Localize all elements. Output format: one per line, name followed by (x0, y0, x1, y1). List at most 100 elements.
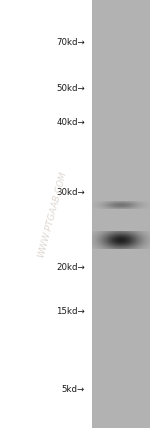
Bar (136, 244, 137, 245)
Bar (122, 208, 123, 209)
Bar (105, 239, 106, 240)
Bar (103, 239, 104, 240)
Bar (140, 246, 141, 247)
Bar (110, 234, 111, 235)
Bar (137, 240, 138, 241)
Bar (115, 201, 116, 202)
Bar (148, 235, 149, 236)
Bar (136, 235, 137, 236)
Bar (132, 236, 133, 237)
Bar (119, 204, 120, 205)
Bar (139, 208, 140, 209)
Bar (106, 204, 107, 205)
Bar (148, 237, 149, 238)
Bar (128, 204, 129, 205)
Bar (92, 234, 93, 235)
Bar (96, 240, 97, 241)
Bar (111, 201, 112, 202)
Bar (119, 246, 120, 247)
Bar (102, 232, 103, 233)
Bar (145, 235, 146, 236)
Bar (138, 240, 139, 241)
Bar (124, 240, 125, 241)
Bar (100, 231, 101, 232)
Bar (118, 241, 119, 242)
Bar (104, 245, 105, 246)
Bar (110, 208, 111, 209)
Bar (101, 207, 102, 208)
Bar (94, 203, 95, 204)
Bar (102, 203, 103, 204)
Bar (110, 239, 111, 240)
Bar (117, 239, 118, 240)
Bar (144, 247, 145, 248)
Bar (96, 235, 97, 236)
Bar (107, 231, 108, 232)
Bar (137, 244, 138, 245)
Bar (98, 244, 99, 245)
Bar (102, 245, 103, 246)
Bar (115, 205, 116, 206)
Bar (105, 248, 106, 249)
Bar (149, 244, 150, 245)
Bar (115, 208, 116, 209)
Bar (122, 238, 123, 239)
Bar (125, 243, 126, 244)
Bar (99, 247, 100, 248)
Bar (126, 243, 127, 244)
Bar (113, 248, 114, 249)
Bar (141, 235, 142, 236)
Bar (121, 241, 122, 242)
Bar (146, 201, 147, 202)
Bar (107, 206, 108, 207)
Bar (120, 208, 121, 209)
Bar (104, 242, 105, 243)
Bar (120, 205, 121, 206)
Bar (117, 206, 118, 207)
Bar (128, 233, 129, 234)
Bar (147, 234, 148, 235)
Bar (104, 201, 105, 202)
Bar (131, 201, 132, 202)
Bar (129, 246, 130, 247)
Bar (149, 248, 150, 249)
Bar (99, 240, 100, 241)
Bar (94, 244, 95, 245)
Bar (92, 207, 93, 208)
Bar (121, 203, 122, 204)
Bar (133, 248, 134, 249)
Bar (129, 242, 130, 243)
Bar (134, 205, 135, 206)
Bar (112, 245, 113, 246)
Bar (104, 243, 105, 244)
Bar (126, 205, 127, 206)
Bar (145, 208, 146, 209)
Bar (113, 202, 114, 203)
Bar (103, 233, 104, 234)
Bar (138, 238, 139, 239)
Bar (122, 239, 123, 240)
Bar (113, 236, 114, 237)
Bar (114, 235, 115, 236)
Bar (110, 202, 111, 203)
Bar (134, 231, 135, 232)
Bar (117, 231, 118, 232)
Bar (128, 234, 129, 235)
Bar (111, 205, 112, 206)
Bar (120, 243, 121, 244)
Bar (143, 236, 144, 237)
Bar (149, 245, 150, 246)
Bar (111, 232, 112, 233)
Bar (106, 232, 107, 233)
Bar (144, 232, 145, 233)
Bar (124, 242, 125, 243)
Bar (148, 203, 149, 204)
Bar (140, 205, 141, 206)
Bar (141, 245, 142, 246)
Bar (93, 248, 94, 249)
Bar (132, 207, 133, 208)
Bar (133, 244, 134, 245)
Bar (123, 244, 124, 245)
Bar (103, 231, 104, 232)
Bar (119, 240, 120, 241)
